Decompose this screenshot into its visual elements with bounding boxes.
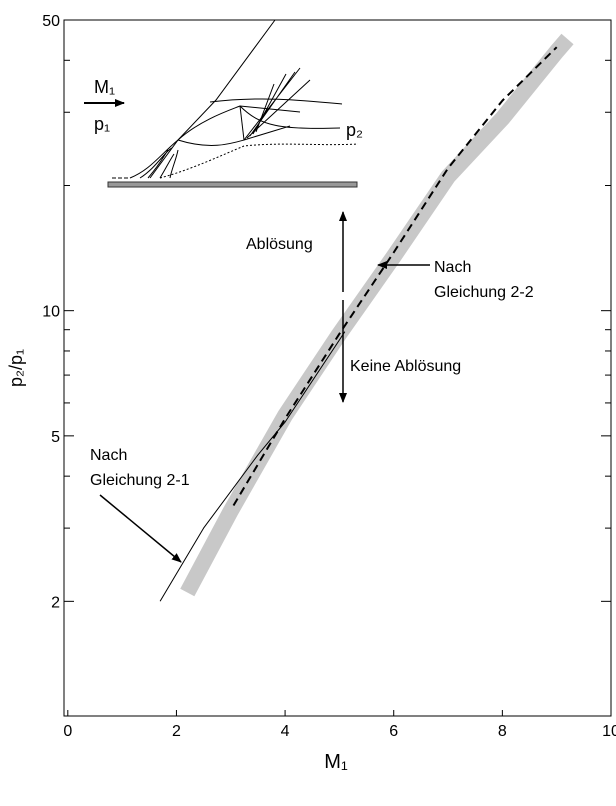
inset-label: M₁: [94, 77, 115, 97]
annotation: Nach: [90, 447, 127, 464]
inset-diagram: [84, 20, 358, 187]
annotation-arrows: [100, 212, 430, 562]
annotation: Keine Ablösung: [350, 358, 461, 375]
y-axis-label: p₂/p₁: [6, 349, 26, 387]
inset-label: p₂: [346, 120, 363, 140]
x-tick-label: 4: [281, 723, 290, 740]
annotation: Gleichung 2-1: [90, 472, 190, 489]
annotation: Ablösung: [246, 236, 313, 253]
x-tick-label: 2: [172, 723, 181, 740]
data-line: [187, 39, 567, 593]
x-axis-label: M₁: [324, 751, 348, 773]
plot-frame: [64, 20, 611, 716]
annotation: Nach: [434, 259, 471, 276]
x-tick-label: 10: [602, 723, 616, 740]
chart: M₁ p₂/p₁ M₁ p₁ p₂ Ablösung Keine Ablösun…: [0, 0, 616, 801]
y-tick-label: 50: [42, 13, 60, 30]
y-tick-label: 10: [42, 304, 60, 321]
x-tick-label: 0: [63, 723, 72, 740]
y-tick-label: 5: [51, 429, 60, 446]
x-tick-label: 6: [389, 723, 398, 740]
inset-label: p₁: [94, 114, 110, 134]
annotation: Gleichung 2-2: [434, 284, 534, 301]
x-tick-label: 8: [498, 723, 507, 740]
y-tick-label: 2: [51, 594, 60, 611]
